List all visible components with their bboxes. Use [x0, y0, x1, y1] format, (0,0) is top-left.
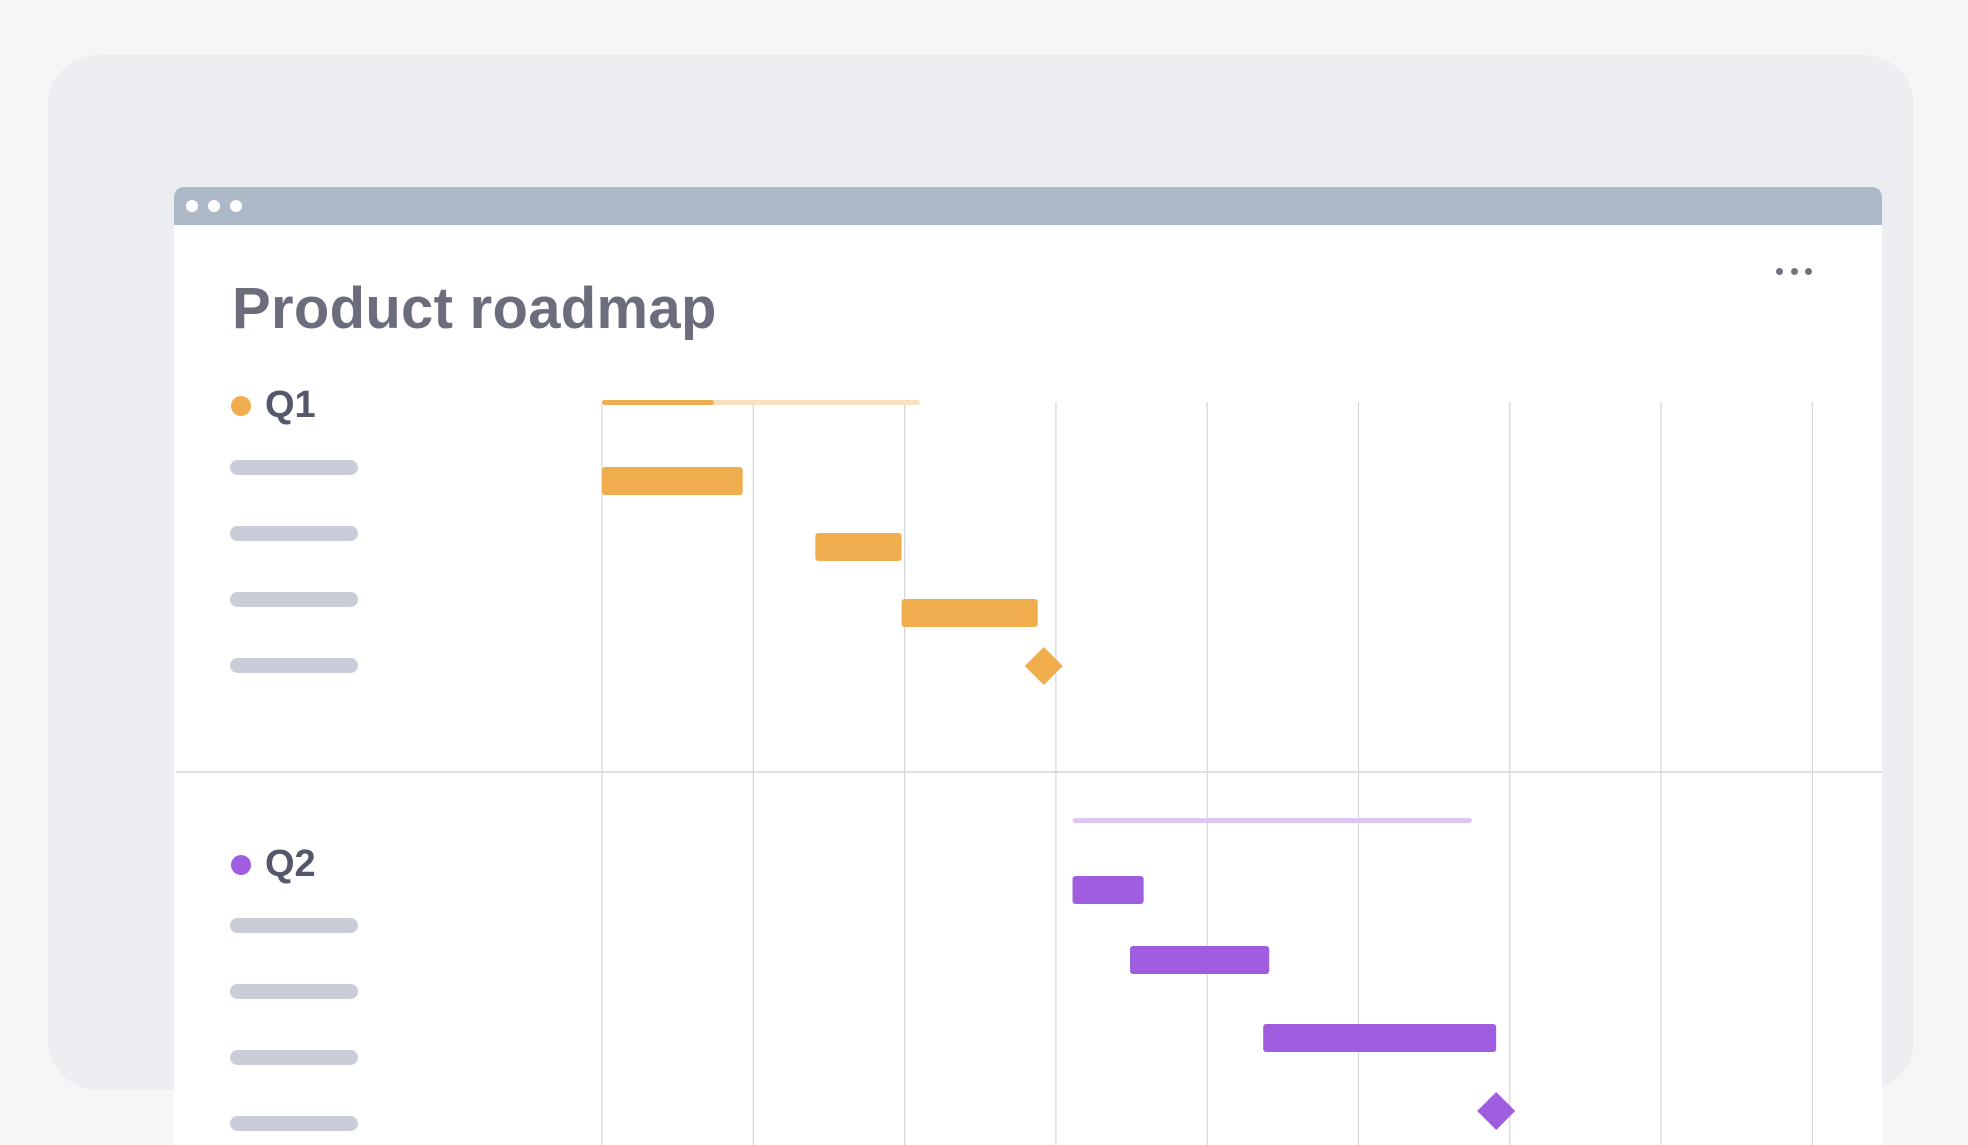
q2-task-bar[interactable] [1130, 946, 1270, 974]
q2-summary-bar [1072, 818, 1472, 823]
group-title-q1: Q1 [265, 384, 316, 426]
task-row-placeholder[interactable] [230, 918, 358, 933]
more-options-button[interactable] [1772, 259, 1816, 283]
group-label-q1: Q1 [231, 384, 316, 427]
window-titlebar [174, 187, 1882, 225]
q1-task-bar[interactable] [602, 467, 743, 495]
window-dot-icon[interactable] [230, 200, 242, 212]
task-row-placeholder[interactable] [230, 526, 358, 541]
q1-summary-progress [602, 400, 714, 405]
task-row-placeholder[interactable] [230, 592, 358, 607]
outer-card: Product roadmap Q1 Q2 [48, 55, 1914, 1145]
page-title: Product roadmap [232, 276, 717, 341]
q2-color-dot [231, 854, 251, 875]
window-dot-icon[interactable] [208, 200, 220, 212]
q2-task-bar[interactable] [1072, 876, 1144, 904]
q2-task-bar[interactable] [1263, 1024, 1497, 1052]
window-dot-icon[interactable] [186, 200, 198, 212]
q1-task-bar[interactable] [815, 533, 902, 561]
q2-milestone-diamond[interactable] [1477, 1092, 1516, 1130]
task-row-placeholder[interactable] [230, 1116, 358, 1131]
q1-milestone-diamond[interactable] [1024, 647, 1063, 685]
q1-task-bar[interactable] [901, 599, 1038, 627]
task-row-placeholder[interactable] [230, 984, 358, 999]
task-row-placeholder[interactable] [230, 1050, 358, 1065]
group-label-q2: Q2 [231, 843, 316, 886]
q1-color-dot [231, 395, 251, 416]
gantt-timeline [176, 400, 1882, 1145]
task-row-placeholder[interactable] [230, 460, 358, 475]
task-row-placeholder[interactable] [230, 658, 358, 673]
roadmap-window: Product roadmap Q1 Q2 [174, 187, 1882, 1145]
group-title-q2: Q2 [265, 843, 316, 885]
more-horizontal-icon [1776, 267, 1783, 275]
